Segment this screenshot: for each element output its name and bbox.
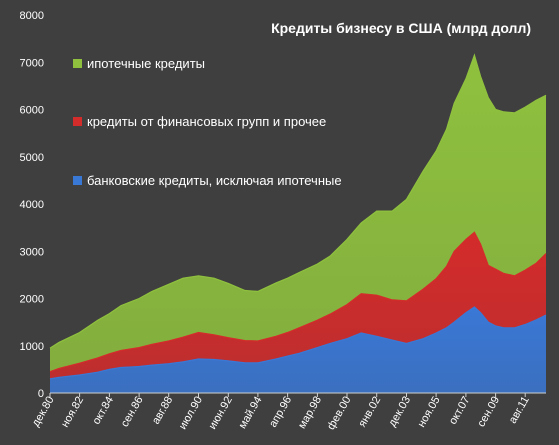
x-tick-label: окт.84 [91,395,116,427]
y-tick-label: 5000 [20,152,44,164]
y-tick-label: 3000 [20,246,44,258]
legend-label: банковские кредиты, исключая ипотечные [87,173,342,188]
legend-label: кредиты от финансовых групп и прочее [87,114,326,129]
x-tick-label: дек.03 [386,395,413,429]
legend-label: ипотечные кредиты [87,56,205,71]
x-axis-ticks: дек.80 ноя.82 окт.84 сен.86 авг.88 июл.90 июн.… [30,393,532,432]
x-tick-label: сен.09 [475,394,502,429]
series-line-3 [49,53,547,349]
series-line-2 [49,231,547,373]
x-tick-label: фев.00 [325,395,354,432]
y-tick-label: 2000 [20,294,44,306]
x-tick-label: янв.02 [356,395,383,430]
y-tick-label: 4000 [20,199,44,211]
x-tick-label: мар.98 [296,395,324,431]
series-areas [49,53,547,393]
y-axis-ticks: 0 1000 2000 3000 4000 5000 6000 7000 8000 [20,10,44,400]
series-line-1 [49,306,547,380]
x-tick-label: май.94 [237,395,265,431]
x-tick-label: дек.80 [30,395,57,429]
x-tick-label: июн.92 [207,395,235,432]
area-series-3 [50,55,546,372]
x-tick-label: ноя.82 [59,395,86,430]
x-tick-label: ноя.05 [416,395,443,430]
y-tick-label: 0 [38,388,44,400]
y-tick-label: 1000 [20,341,44,353]
x-tick-label: сен.86 [119,395,146,430]
x-tick-label: окт.07 [447,395,472,427]
area-series-2 [50,232,546,379]
y-tick-label: 6000 [20,105,44,117]
chart-title: Кредиты бизнесу в США (млрд долл) [271,20,531,36]
y-tick-label: 7000 [20,57,44,69]
x-tick-label: апр.96 [267,395,294,430]
y-tick-label: 8000 [20,10,44,22]
legend: ипотечные кредиты кредиты от финансовых г… [73,56,342,188]
x-tick-label: июл.90 [177,395,205,432]
x-tick-label: авг.11 [507,395,532,426]
x-tick-label: авг.88 [150,395,175,427]
area-series-1 [50,307,546,393]
legend-swatch [73,59,82,68]
legend-swatch [73,117,82,126]
legend-swatch [73,176,82,185]
